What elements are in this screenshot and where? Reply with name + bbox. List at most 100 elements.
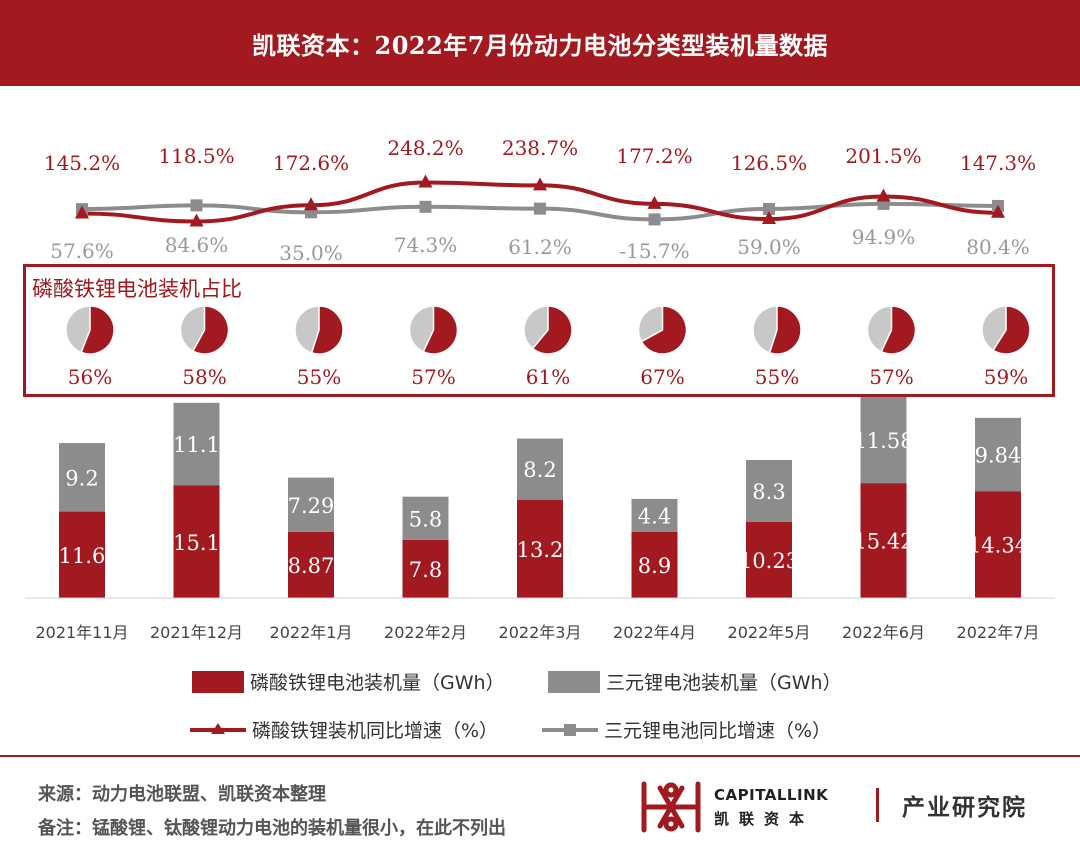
bar-lfp — [288, 531, 334, 598]
legend-swatch-lfp — [192, 670, 244, 693]
footer-divider — [0, 755, 1080, 757]
x-tick-label: 2022年5月 — [728, 623, 811, 642]
legend-swatch-ternary — [548, 670, 600, 693]
pie-share-label: 61% — [526, 365, 570, 389]
x-tick-label: 2022年1月 — [270, 623, 353, 642]
bar-label-ternary: 9.2 — [65, 466, 98, 490]
bar-label-lfp: 15.1 — [173, 531, 220, 555]
x-tick-label: 2022年4月 — [613, 623, 696, 642]
pie-share-label: 58% — [182, 365, 226, 389]
growth-marker-lfp — [762, 211, 776, 225]
growth-label-ternary: 35.0% — [279, 241, 343, 265]
bar-label-lfp: 10.23 — [739, 549, 799, 573]
growth-label-ternary: 84.6% — [165, 233, 229, 257]
legend-item-lfp-bar: 磷酸铁锂电池装机量（GWh） — [192, 668, 505, 695]
logo-separator — [876, 788, 879, 822]
growth-label-lfp: 172.6% — [273, 151, 349, 175]
legend-label-lfp-bar: 磷酸铁锂电池装机量（GWh） — [250, 672, 505, 694]
growth-marker-ternary — [534, 202, 546, 215]
bar-ternary — [631, 498, 678, 532]
pie-lfp — [640, 305, 688, 355]
bar-lfp — [402, 539, 449, 598]
bar-ternary — [59, 443, 105, 512]
footer-source: 来源：动力电池联盟、凯联资本整理 — [38, 784, 326, 805]
bar-label-ternary: 8.2 — [523, 458, 556, 482]
header-banner: 凯联资本：2022年7月份动力电池分类型装机量数据 — [0, 0, 1080, 86]
growth-label-ternary: 94.9% — [852, 225, 916, 249]
pie-share-label: 57% — [411, 365, 455, 389]
pie-share-label: 59% — [984, 365, 1028, 389]
legend-line-ternary-icon — [542, 723, 598, 736]
pie-lfp — [880, 305, 917, 355]
bar-lfp — [746, 521, 792, 598]
bar-ternary — [746, 459, 792, 522]
bar-ternary — [517, 438, 563, 500]
x-tick-label: 2022年6月 — [842, 623, 925, 642]
pie-lfp — [422, 305, 459, 355]
legend-item-lfp-line: 磷酸铁锂装机同比增速（%） — [188, 716, 498, 743]
legend-label-lfp-line: 磷酸铁锂装机同比增速（%） — [252, 720, 499, 742]
bar-label-lfp: 14.34 — [968, 534, 1028, 558]
logo-institute: 产业研究院 — [902, 794, 1027, 821]
pie-share-label: 55% — [755, 365, 799, 389]
pie-lfp — [531, 305, 573, 355]
pie-lfp — [768, 305, 802, 355]
pie-share-label: 55% — [297, 365, 341, 389]
bar-label-lfp: 7.8 — [409, 558, 442, 582]
growth-label-lfp: 177.2% — [616, 144, 692, 168]
bar-ternary — [173, 402, 220, 486]
pie-share-label: 67% — [640, 365, 684, 389]
page-title: 凯联资本：2022年7月份动力电池分类型装机量数据 — [252, 30, 828, 60]
growth-marker-lfp — [991, 204, 1005, 218]
bar-lfp — [59, 511, 105, 598]
capitallink-logo-icon — [641, 781, 701, 833]
bar-ternary — [860, 396, 907, 484]
legend-line-lfp-icon — [190, 722, 246, 734]
logo-text-en: CAPITALLINK — [714, 786, 829, 804]
pie-lfp — [310, 305, 344, 355]
bar-label-ternary: 5.8 — [409, 507, 442, 531]
growth-label-lfp: 201.5% — [845, 144, 921, 168]
growth-label-ternary: -15.7% — [619, 239, 689, 263]
logo: CAPITALLINK 凯联资本 产业研究院 — [638, 772, 1058, 842]
x-tick-label: 2022年7月 — [957, 623, 1040, 642]
bar-ternary — [402, 496, 449, 540]
growth-marker-lfp — [876, 188, 891, 202]
legend-item-ternary-bar: 三元锂电池装机量（GWh） — [548, 668, 842, 695]
bar-lfp — [860, 483, 907, 598]
growth-marker-ternary — [763, 202, 775, 215]
bar-label-ternary: 4.4 — [638, 504, 671, 528]
growth-marker-ternary — [419, 200, 432, 213]
legend-item-ternary-line: 三元锂电池同比增速（%） — [540, 716, 831, 743]
growth-label-ternary: 61.2% — [508, 235, 572, 259]
growth-marker-ternary — [648, 213, 661, 226]
pie-share-label: 56% — [68, 365, 112, 389]
chart: 11.6 9.2 2021年11月 15.1 11.1 2021年12月 8.87 7.29 2… — [25, 136, 1055, 642]
growth-marker-lfp — [75, 205, 89, 219]
growth-label-lfp: 248.2% — [387, 136, 463, 160]
growth-label-ternary: 59.0% — [737, 235, 801, 259]
growth-marker-lfp — [189, 213, 204, 227]
lfp-share-box: 磷酸铁锂电池装机占比 — [23, 264, 1055, 397]
bar-lfp — [173, 485, 220, 598]
growth-label-lfp: 238.7% — [502, 136, 578, 160]
legend-label-ternary-line: 三元锂电池同比增速（%） — [604, 720, 832, 742]
pie-lfp — [191, 305, 230, 355]
logo-text-cn: 凯联资本 — [714, 810, 815, 828]
bar-label-lfp: 13.2 — [517, 538, 564, 562]
growth-marker-lfp — [304, 197, 318, 211]
legend-label-ternary-bar: 三元锂电池装机量（GWh） — [606, 672, 842, 694]
bar-label-ternary: 11.1 — [173, 433, 220, 457]
growth-label-ternary: 80.4% — [966, 235, 1030, 259]
legend: 磷酸铁锂电池装机量（GWh） 三元锂电池装机量（GWh） 磷酸铁锂装机同比增速（… — [0, 660, 1080, 750]
bar-label-ternary: 7.29 — [288, 494, 335, 518]
growth-label-ternary: 74.3% — [394, 233, 458, 257]
footer-note: 备注：锰酸锂、钛酸锂动力电池的装机量很小，在此不列出 — [38, 818, 506, 839]
bar-label-ternary: 11.58 — [853, 429, 913, 453]
growth-label-lfp: 126.5% — [731, 151, 807, 175]
growth-label-lfp: 118.5% — [158, 144, 234, 168]
bar-label-ternary: 9.84 — [975, 444, 1022, 468]
growth-label-lfp: 147.3% — [960, 151, 1036, 175]
bar-label-lfp: 15.42 — [853, 530, 913, 554]
bar-lfp — [517, 499, 563, 598]
